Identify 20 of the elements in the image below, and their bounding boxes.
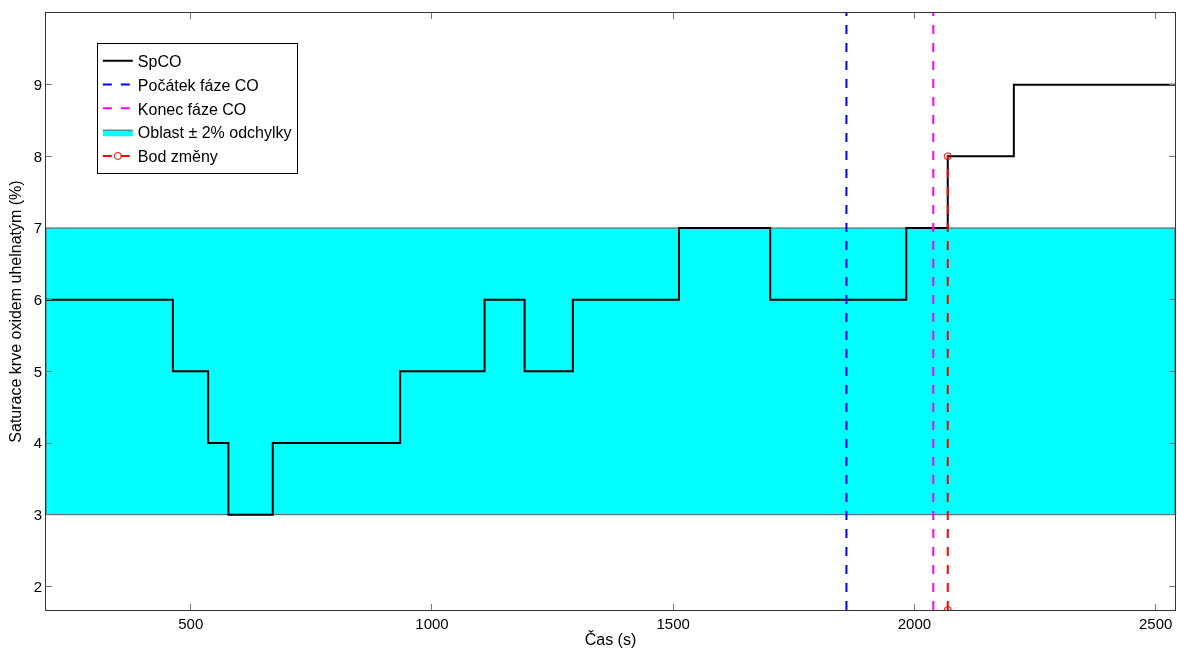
x-tick-label: 2500 — [1139, 615, 1173, 632]
legend-label: Počátek fáze CO — [137, 76, 259, 94]
y-tick-label: 4 — [33, 434, 42, 452]
y-tick-label: 3 — [33, 505, 42, 523]
y-tick-label: 2 — [33, 577, 42, 595]
legend-label: SpCO — [137, 52, 182, 70]
x-tick-label: 2000 — [897, 615, 932, 632]
x-tick-label: 1000 — [415, 615, 449, 632]
legend-label: Konec fáze CO — [137, 100, 247, 118]
y-tick-label: 5 — [33, 362, 42, 380]
y-tick-label: 7 — [33, 219, 42, 237]
y-axis-title: Saturace krve oxidem uhelnatým (%) — [6, 180, 24, 443]
x-tick-label: 500 — [178, 615, 204, 632]
x-tick-label: 1500 — [656, 615, 690, 632]
y-tick-label: 9 — [33, 75, 42, 93]
legend-label: Oblast ± 2% odchylky — [137, 124, 292, 142]
y-tick-label: 8 — [33, 147, 42, 165]
x-axis-title: Čas (s) — [584, 629, 637, 648]
legend-label: Bod změny — [137, 148, 218, 166]
y-tick-label: 6 — [33, 290, 42, 308]
